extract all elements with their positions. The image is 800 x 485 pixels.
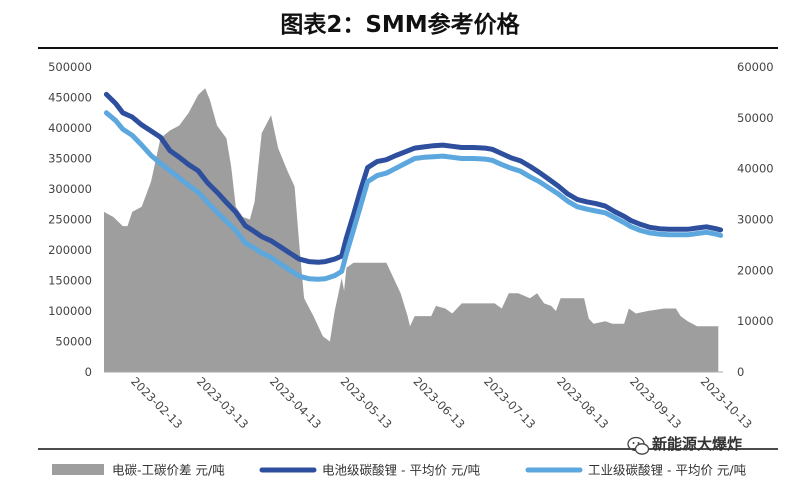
chart-title: 图表2：SMM参考价格: [280, 11, 520, 38]
legend-label: 电碳-工碳价差 元/吨: [112, 463, 225, 478]
watermark-text: 新能源大爆炸: [652, 435, 742, 453]
x-tick-label: 2023-02-13: [128, 374, 185, 431]
y-left-tick-label: 300000: [48, 182, 92, 196]
series-line-industrial-grade: [103, 110, 724, 282]
y-right-tick-label: 30000: [737, 213, 774, 227]
y-left-tick-label: 250000: [48, 213, 92, 227]
y-left-tick-label: 500000: [48, 60, 92, 74]
line-layer: [103, 91, 724, 282]
y-right-tick-label: 20000: [737, 263, 774, 277]
series-area-price-spread: [104, 88, 719, 373]
legend-label: 工业级碳酸锂 - 平均价 元/吨: [588, 463, 747, 478]
x-tick-label: 2023-03-13: [194, 374, 251, 431]
x-tick-label: 2023-07-13: [481, 374, 538, 431]
x-tick-label: 2023-10-13: [698, 374, 755, 431]
x-tick-label: 2023-09-13: [627, 374, 684, 431]
y-left-tick-label: 350000: [48, 152, 92, 166]
y-right-tick-label: 60000: [737, 60, 774, 74]
area-layer: [104, 88, 719, 373]
y-axis-right: 0 10000 20000 30000 40000 50000 60000: [737, 60, 774, 379]
y-left-tick-label: 50000: [55, 335, 92, 349]
wechat-icon: [627, 436, 650, 455]
plot-area: 2023-02-13 2023-03-13 2023-04-13 2023-05-13…: [48, 60, 774, 431]
y-axis-left: 0 50000 100000 150000 200000 250000 300000 3500…: [48, 60, 92, 379]
y-left-tick-label: 150000: [48, 274, 92, 288]
x-axis: 2023-02-13 2023-03-13 2023-04-13 2023-05-13…: [128, 374, 755, 431]
x-tick-label: 2023-04-13: [267, 374, 324, 431]
x-tick-label: 2023-05-13: [338, 374, 395, 431]
x-tick-label: 2023-06-13: [411, 374, 468, 431]
y-right-tick-label: 10000: [737, 314, 774, 328]
legend: 电碳-工碳价差 元/吨 电池级碳酸锂 - 平均价 元/吨 工业级碳酸锂 - 平均价 …: [52, 463, 747, 478]
y-left-tick-label: 400000: [48, 121, 92, 135]
x-tick-label: 2023-08-13: [554, 374, 611, 431]
series-line-battery-grade: [103, 91, 724, 265]
y-left-tick-label: 450000: [48, 91, 92, 105]
y-left-tick-label: 200000: [48, 243, 92, 257]
y-left-tick-label: 100000: [48, 304, 92, 318]
y-right-tick-label: 0: [737, 365, 744, 379]
y-right-tick-label: 50000: [737, 111, 774, 125]
legend-swatch: [52, 464, 104, 475]
y-right-tick-label: 40000: [737, 162, 774, 176]
watermark: 新能源大爆炸: [627, 435, 742, 455]
legend-label: 电池级碳酸锂 - 平均价 元/吨: [322, 463, 481, 478]
y-left-tick-label: 0: [85, 365, 92, 379]
